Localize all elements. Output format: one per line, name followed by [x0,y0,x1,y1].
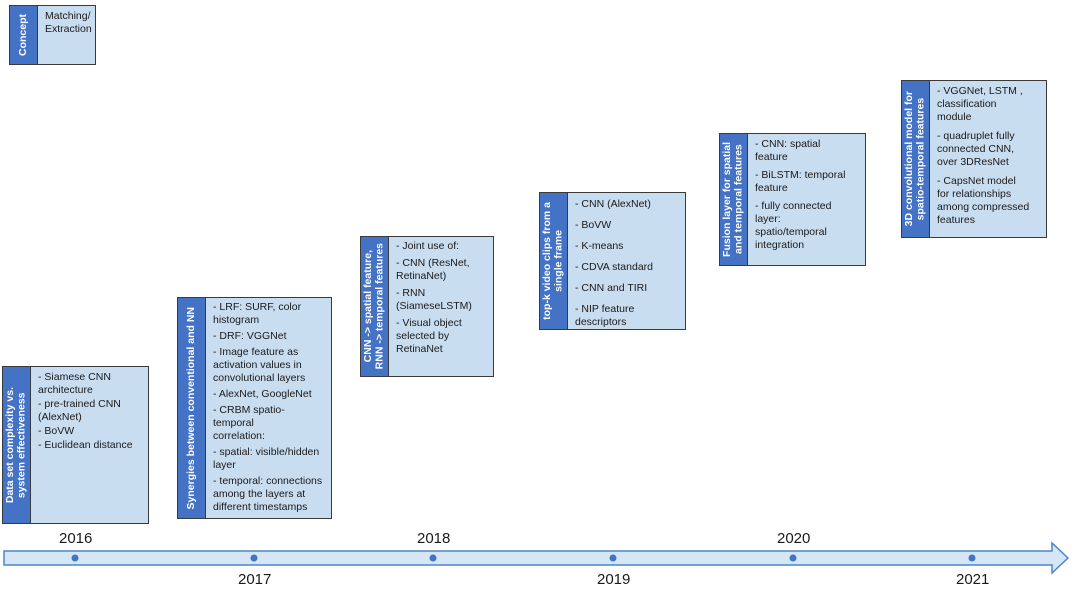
year-label-2020: 2020 [777,530,811,547]
card-item: - fully connected layer: spatio/temporal… [755,200,832,251]
card-item: - CDVA standard [575,261,654,273]
year-label-2021: 2021 [956,571,990,588]
year-label-2017: 2017 [238,571,272,588]
card-item: - CRBM spatio-temporal correlation: [213,404,285,442]
card-item: - pre-trained CNN (AlexNet) [38,398,121,423]
card-2019: top-k video clips from a single frame - … [539,192,686,330]
card-item: - quadruplet fully connected CNN, over 3… [937,130,1015,168]
card-item: - DRF: VGGNet [213,330,287,342]
card-item: - Siamese CNN architecture [38,371,111,396]
concept-card: Concept Matching/ Extraction [9,5,96,65]
card-2017-label: Synergies between conventional and NN [178,298,206,518]
card-2018-label: CNN -> spatial feature, RNN -> temporal … [361,237,389,376]
timeline-dot-2019 [609,554,617,562]
card-2019-label: top-k video clips from a single frame [540,193,568,329]
year-label-2019: 2019 [597,571,631,588]
card-item: - CapsNet model for relationships among … [937,175,1030,226]
year-label-2018: 2018 [417,530,451,547]
timeline-arrow-shape [3,541,1070,575]
card-2021-label: 3D convolutional model for spatio-tempor… [902,81,930,237]
card-2017: Synergies between conventional and NN - … [177,297,332,519]
card-item: - Euclidean distance [38,439,133,451]
card-item: - VGGNet, LSTM , classification module [937,85,1023,123]
card-item: - RNN (SiameseLSTM) [396,287,472,312]
card-item: - BoVW [38,425,75,437]
card-item: - CNN (ResNet, RetinaNet) [396,257,470,282]
card-2016-items: - Siamese CNN architecture - pre-trained… [31,367,139,523]
card-2017-items: - LRF: SURF, color histogram - DRF: VGGN… [206,298,331,518]
card-2016-label: Data set complexity vs. system effective… [3,367,31,523]
card-2020-items: - CNN: spatial feature - BiLSTM: tempora… [748,134,851,265]
card-item: - BiLSTM: temporal feature [755,169,846,194]
card-item: - CNN (AlexNet) [575,198,651,210]
card-item: - NIP feature descriptors [575,303,635,328]
timeline-dot-2018 [429,554,437,562]
card-item: - CNN and TIRI [575,282,648,294]
card-item: - spatial: visible/hidden layer [213,446,320,471]
timeline-dot-2021 [968,554,976,562]
card-2019-items: - CNN (AlexNet) - BoVW - K-means - CDVA … [568,193,659,329]
card-item: - AlexNet, GoogleNet [213,388,312,400]
card-2016: Data set complexity vs. system effective… [2,366,149,524]
timeline-dot-2020 [789,554,797,562]
card-2018: CNN -> spatial feature, RNN -> temporal … [360,236,494,377]
card-item: - Image feature as activation values in … [213,346,306,384]
timeline-dot-2017 [250,554,258,562]
timeline-dot-2016 [71,554,79,562]
card-item: - Visual object selected by RetinaNet [396,317,462,355]
year-label-2016: 2016 [59,530,93,547]
concept-card-items: Matching/ Extraction [38,6,98,64]
card-item: - LRF: SURF, color histogram [213,301,302,326]
card-2018-items: - Joint use of: - CNN (ResNet, RetinaNet… [389,237,478,376]
card-2020-label: Fusion layer for spatial and temporal fe… [720,134,748,265]
card-item: - BoVW [575,219,612,231]
card-item: Matching/ Extraction [45,10,92,35]
card-item: - Joint use of: [396,240,460,252]
card-item: - K-means [575,240,624,252]
card-2020: Fusion layer for spatial and temporal fe… [719,133,866,266]
card-2021-items: - VGGNet, LSTM , classification module -… [930,81,1035,237]
concept-card-label: Concept [10,6,38,64]
card-item: - CNN: spatial feature [755,138,821,163]
card-item: - temporal: connections among the layers… [213,475,323,513]
card-2021: 3D convolutional model for spatio-tempor… [901,80,1047,238]
